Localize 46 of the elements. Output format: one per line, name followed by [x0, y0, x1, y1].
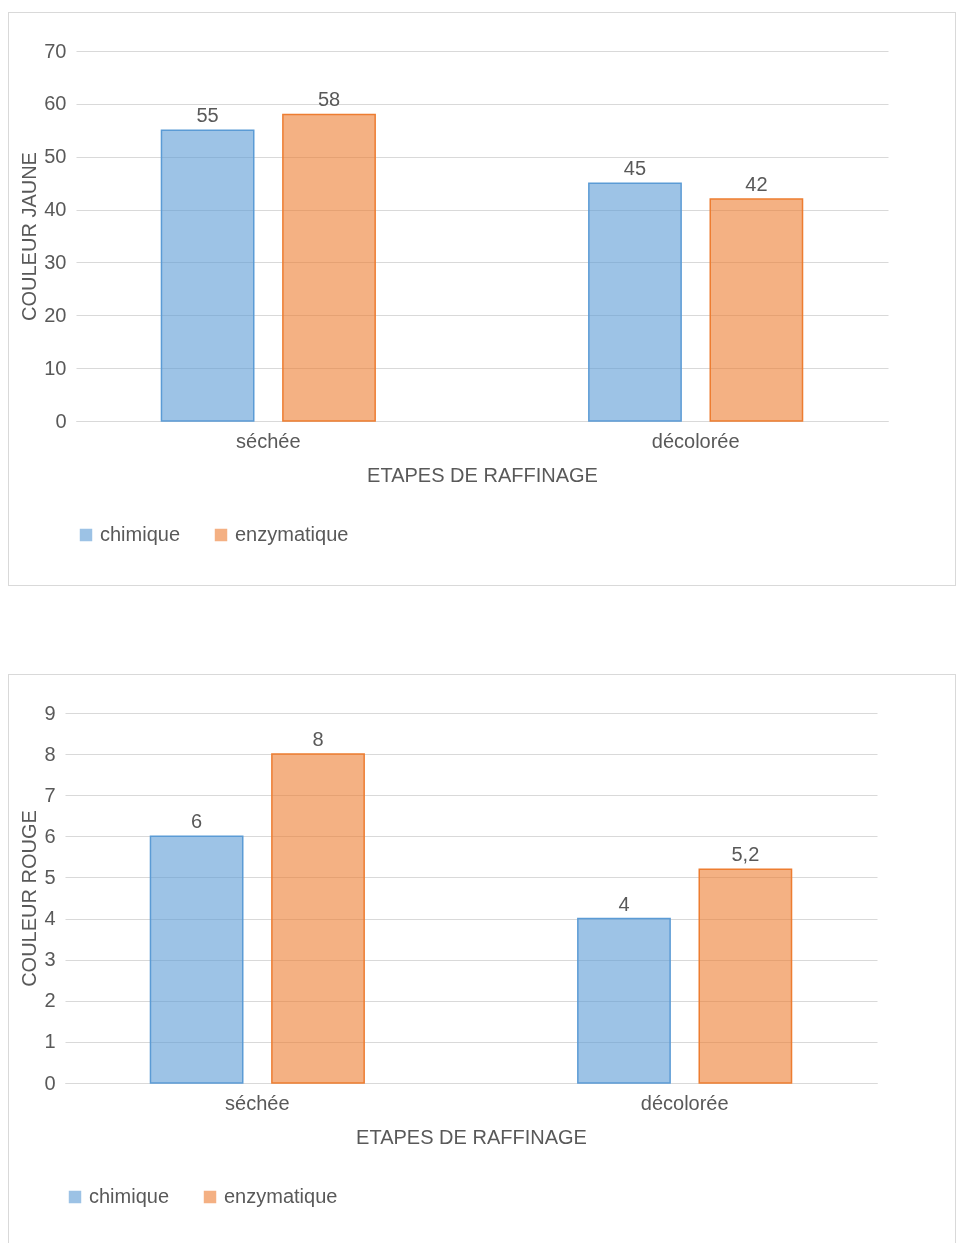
y-tick-label: 6	[44, 824, 56, 847]
data-label: 5,2	[731, 843, 760, 866]
y-axis-title: COULEUR JAUNE	[18, 152, 41, 321]
y-tick-label: 0	[44, 1071, 56, 1094]
x-tick-label: séchée	[236, 429, 301, 452]
data-label: 58	[317, 88, 341, 111]
y-tick-label: 1	[44, 1030, 56, 1053]
bar	[577, 917, 671, 1084]
y-tick-label: 2	[44, 989, 56, 1012]
bar	[160, 129, 255, 422]
y-tick-label: 7	[44, 783, 56, 806]
y-tick-label: 50	[44, 145, 67, 168]
y-tick-label: 3	[44, 948, 56, 971]
y-tick-label: 40	[44, 198, 67, 221]
x-tick-label: décolorée	[640, 1091, 729, 1114]
y-tick-label: 60	[44, 92, 67, 115]
legend-label: chimique	[100, 523, 181, 545]
y-axis-title: COULEUR ROUGE	[18, 810, 41, 987]
data-label: 4	[618, 892, 630, 915]
legend-label: enzymatique	[224, 1185, 338, 1207]
legend-label: chimique	[89, 1185, 170, 1207]
x-axis-title: ETAPES DE RAFFINAGE	[367, 463, 598, 486]
bar	[709, 198, 804, 422]
x-axis-title: ETAPES DE RAFFINAGE	[356, 1125, 587, 1148]
bar	[149, 835, 244, 1084]
data-label: 55	[196, 104, 219, 127]
data-label: 42	[745, 173, 768, 195]
bar	[588, 182, 682, 422]
bar	[698, 868, 793, 1084]
x-tick-label: décolorée	[651, 429, 740, 452]
data-label: 8	[312, 728, 324, 751]
y-tick-label: 9	[44, 701, 56, 724]
y-tick-label: 70	[44, 39, 67, 62]
data-label: 45	[623, 157, 647, 180]
y-tick-label: 4	[44, 907, 56, 930]
y-tick-label: 8	[44, 742, 56, 765]
y-tick-label: 5	[44, 865, 56, 888]
y-tick-label: 0	[55, 409, 67, 432]
y-tick-label: 30	[44, 250, 67, 273]
data-label: 6	[191, 810, 203, 833]
bar	[282, 113, 376, 422]
legend-label: enzymatique	[235, 523, 349, 545]
y-tick-label: 10	[44, 356, 67, 379]
bar	[271, 753, 365, 1084]
x-tick-label: séchée	[225, 1091, 290, 1114]
y-tick-label: 20	[44, 303, 67, 326]
